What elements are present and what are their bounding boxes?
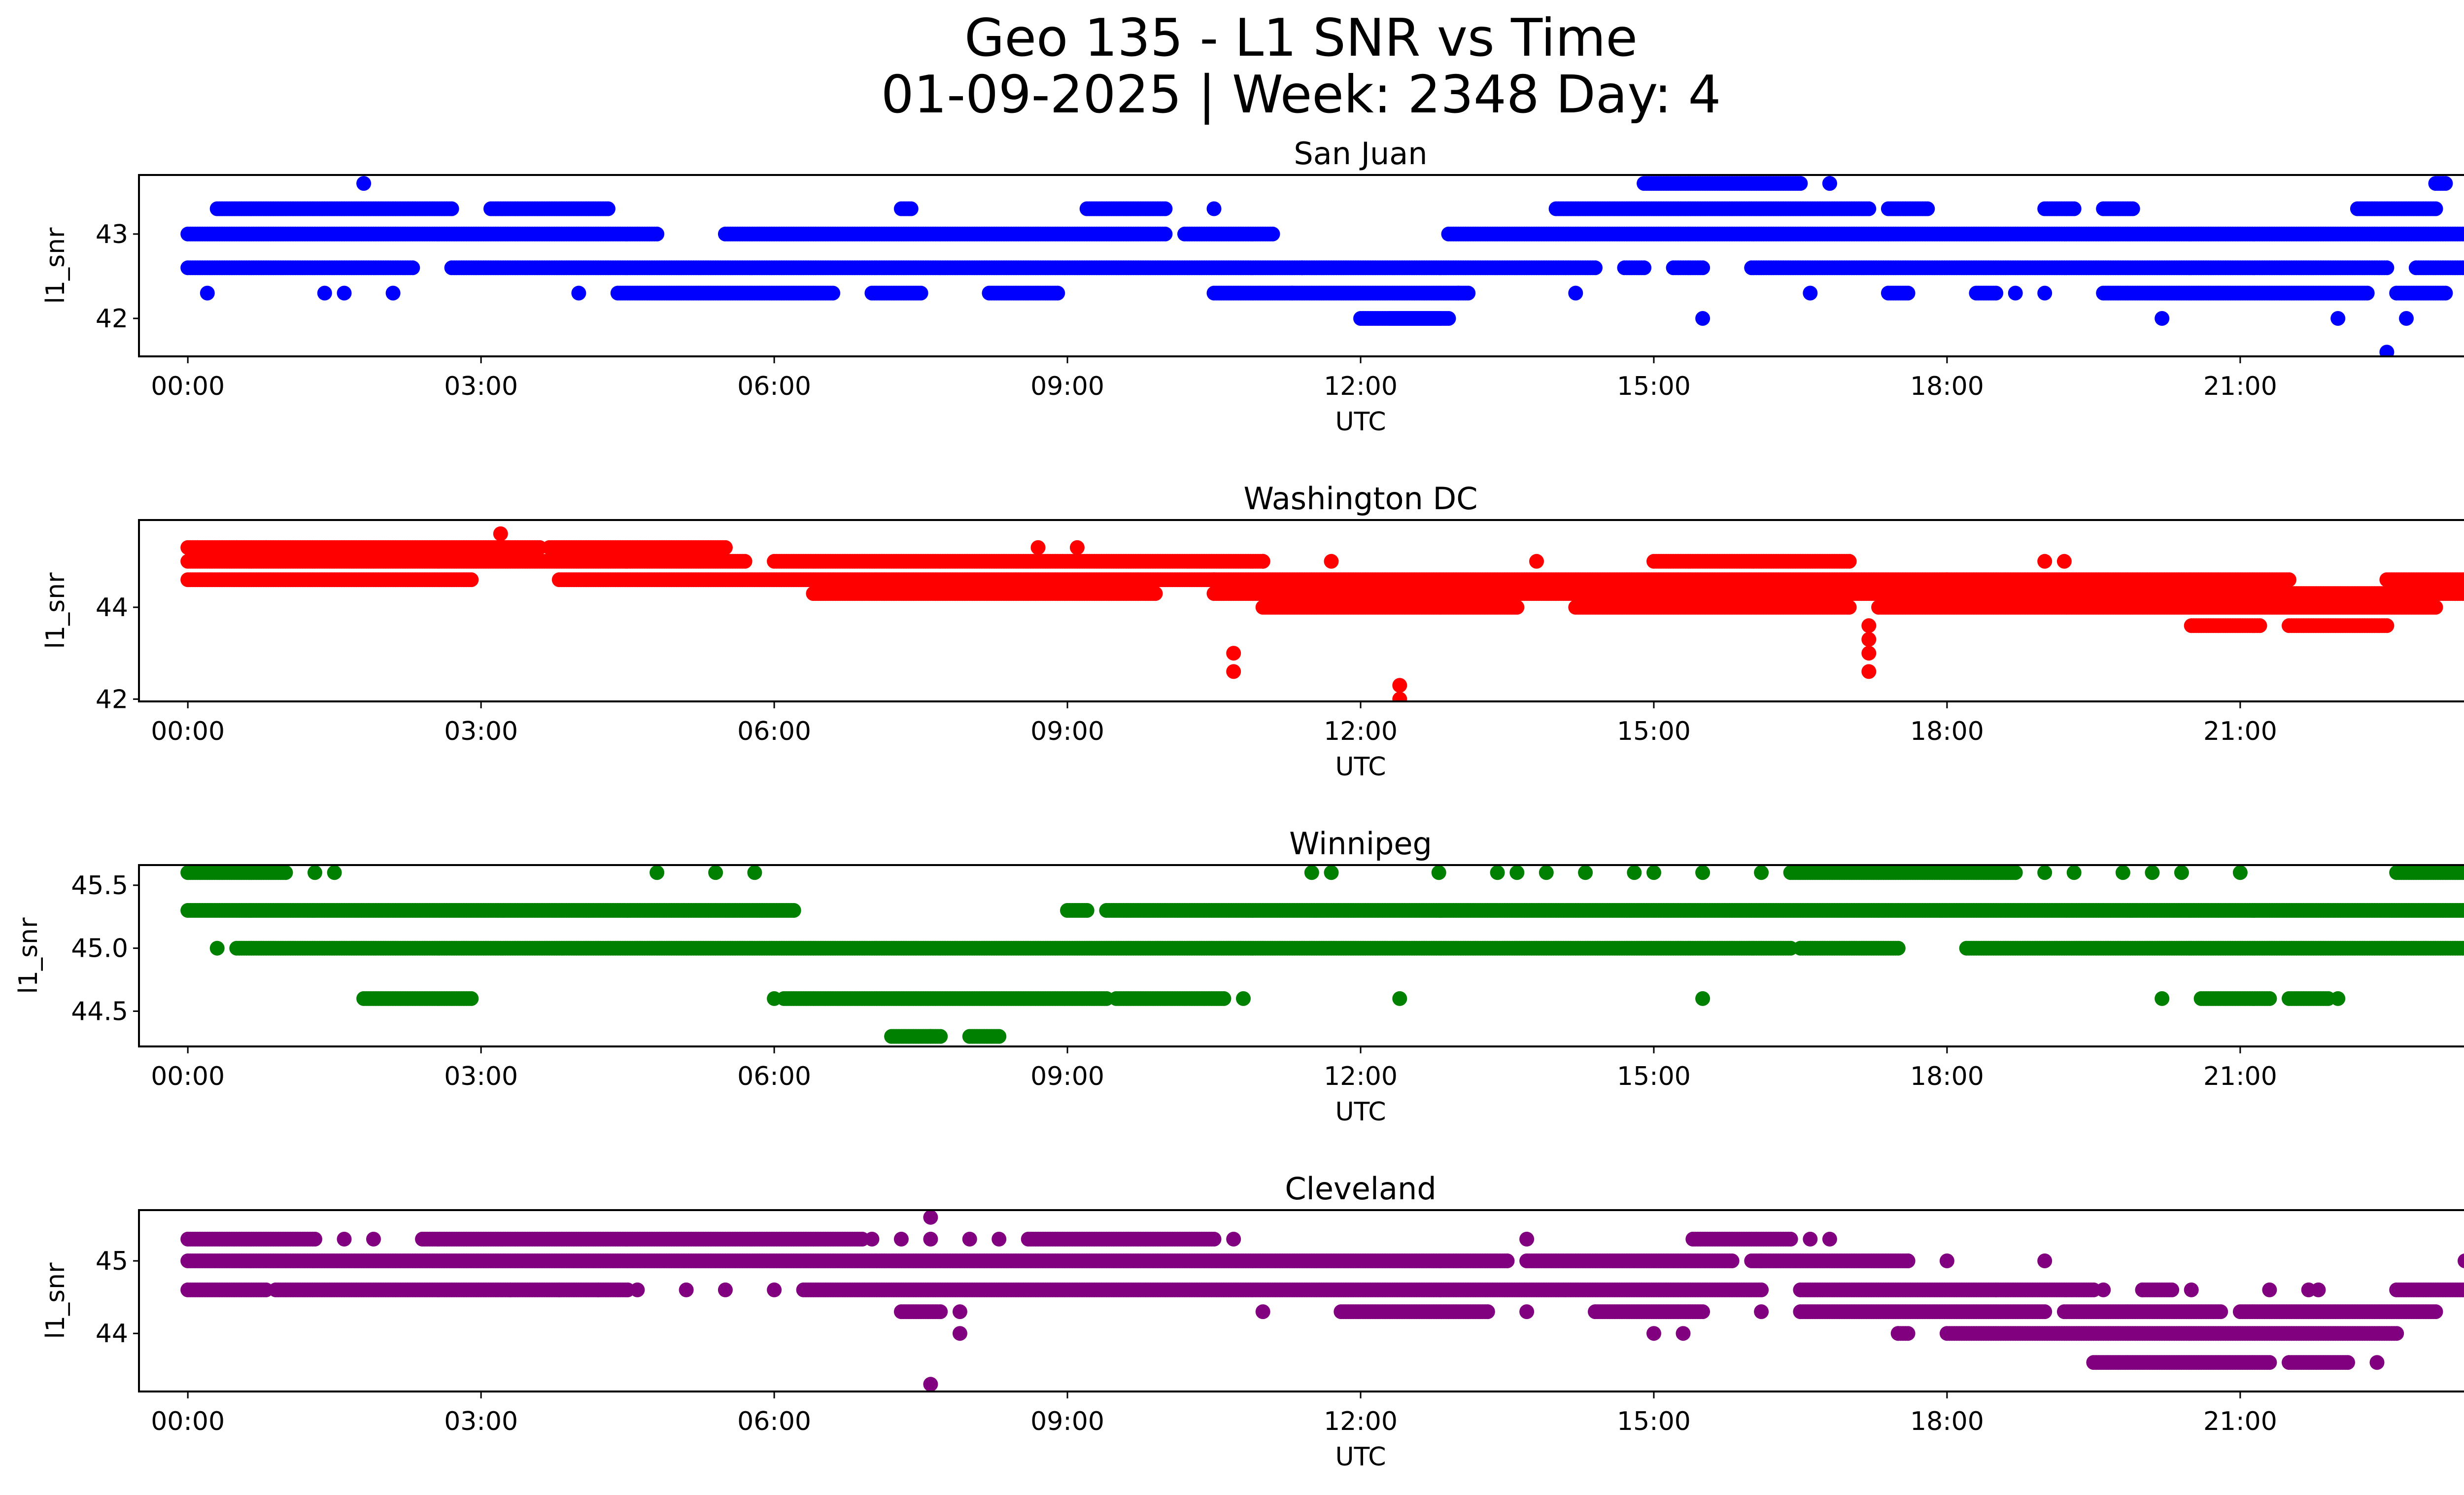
data-point (2462, 263, 2464, 273)
data-point (385, 285, 401, 301)
data-point (1158, 226, 1173, 242)
data-point (1050, 285, 1065, 301)
data-point (571, 285, 586, 301)
data-point (1588, 260, 1603, 276)
data-point (1822, 176, 1837, 191)
data-point (2330, 311, 2346, 326)
x-tick-label: 15:00 (1617, 372, 1691, 401)
data-point (650, 226, 665, 242)
data-point (2462, 229, 2464, 239)
data-point (2379, 260, 2395, 276)
data-point (2155, 311, 2170, 326)
data-point (1568, 285, 1583, 301)
x-axis-label: UTC (1335, 407, 1386, 437)
x-tick-label: 18:00 (1910, 372, 1984, 401)
data-point (2037, 285, 2053, 301)
subplot-title: Washington DC (1243, 481, 1477, 517)
data-point (1285, 285, 1300, 301)
data-point (1920, 201, 1935, 216)
data-point (444, 201, 459, 216)
x-tick-label: 00:00 (151, 372, 225, 401)
data-point (1861, 201, 1877, 216)
data-point (2379, 345, 2395, 356)
data-point (737, 554, 753, 569)
data-point (405, 260, 420, 276)
data-point (2125, 201, 2140, 216)
scatter-series (180, 526, 2464, 701)
data-point (1900, 285, 1916, 301)
data-point (200, 285, 215, 301)
data-point (317, 285, 332, 301)
x-tick-label: 21:00 (2203, 372, 2277, 401)
data-point (1803, 285, 1818, 301)
data-point (2428, 201, 2443, 216)
data-point (600, 201, 616, 216)
data-point (1842, 554, 1857, 569)
y-axis-label: l1_snr (41, 227, 70, 304)
data-point (1158, 201, 1173, 216)
y-tick-label: 43 (96, 220, 128, 249)
data-point (2399, 311, 2414, 326)
data-point (356, 176, 372, 191)
data-point (2460, 227, 2464, 241)
y-tick-label: 42 (96, 304, 128, 334)
x-tick-label: 12:00 (1324, 372, 1398, 401)
x-tick-label: 06:00 (737, 372, 811, 401)
data-point (1206, 201, 1222, 216)
x-tick-label: 09:00 (1030, 372, 1104, 401)
data-point (1695, 260, 1711, 276)
chart-title: Geo 135 - L1 SNR vs Time (964, 8, 1638, 68)
data-point (2460, 261, 2464, 275)
data-point (1431, 311, 1446, 326)
chart-subtitle: 01-09-2025 | Week: 2348 Day: 4 (881, 65, 1721, 125)
subplot-san-juan: San Juan 42 43 l1_snr 00:00 03:00 06:00 09:00 12… (41, 136, 2464, 437)
data-point (1695, 311, 1711, 326)
data-point (1637, 260, 1652, 276)
data-point (913, 285, 928, 301)
data-point (2066, 201, 2082, 216)
data-point (825, 285, 841, 301)
data-point (2438, 285, 2453, 301)
data-point (1148, 586, 1163, 601)
scatter-series (180, 176, 2464, 356)
data-point (718, 540, 733, 555)
data-point (2438, 176, 2453, 191)
subplots: San Juan 42 43 l1_snr 00:00 03:00 06:00 09:00 12… (14, 136, 2464, 1472)
data-point (903, 201, 919, 216)
data-point (2008, 285, 2023, 301)
data-point (2462, 575, 2464, 585)
subplot-title: San Juan (1294, 136, 1427, 172)
data-point (1793, 176, 1808, 191)
data-point (1265, 226, 1280, 242)
data-point (1988, 285, 2004, 301)
data-point (464, 572, 479, 588)
data-point (2282, 572, 2296, 588)
data-point (2360, 285, 2375, 301)
x-tick-label: 03:00 (444, 372, 518, 401)
data-point (2460, 573, 2464, 587)
data-point (337, 285, 352, 301)
data-point (1451, 285, 1466, 301)
